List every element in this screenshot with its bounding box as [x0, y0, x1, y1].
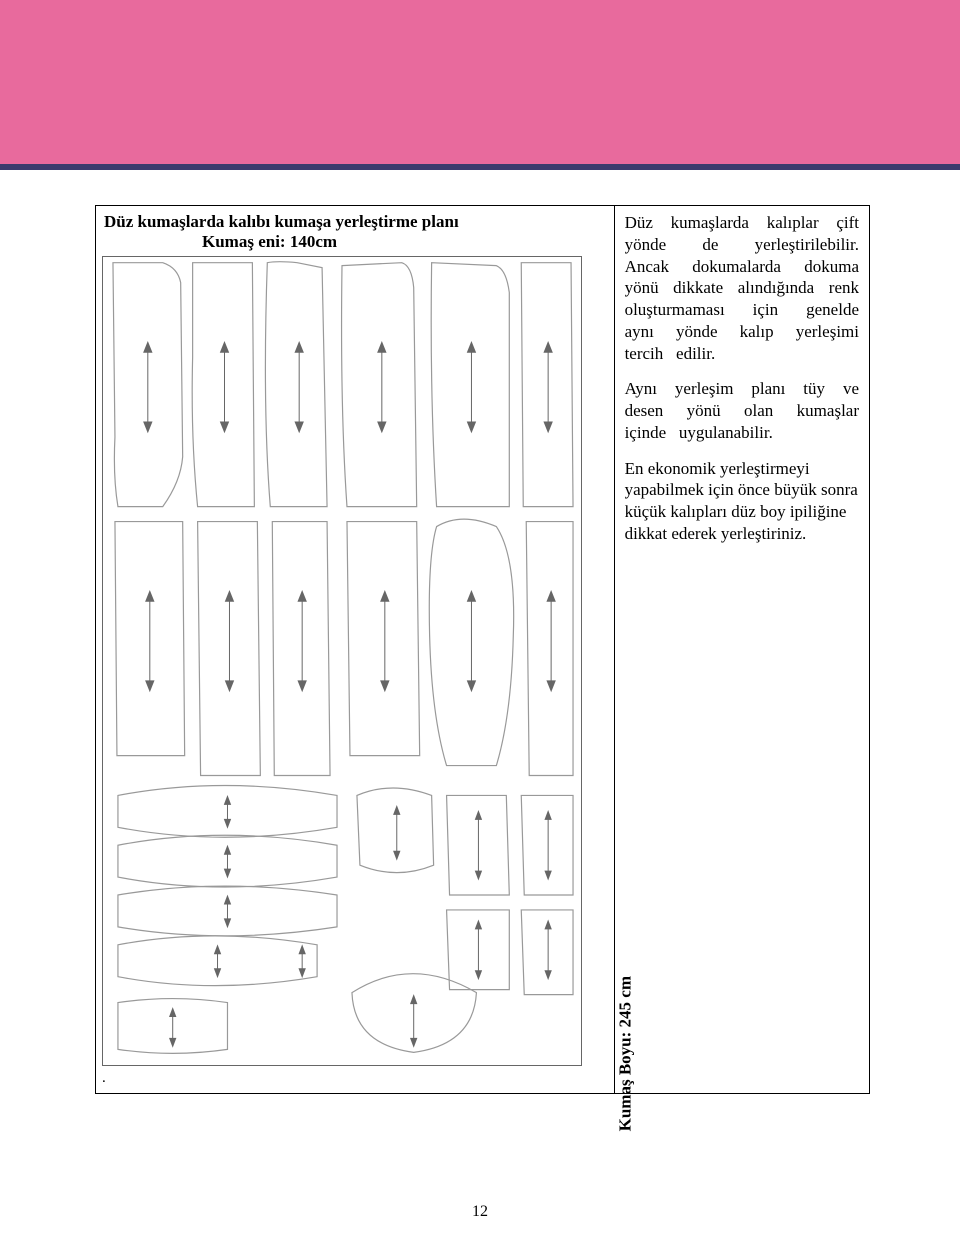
plan-title: Düz kumaşlarda kalıbı kumaşa yerleştirme…: [102, 212, 608, 232]
paragraph-1: Düz kumaşlarda kalıplar çift yönde de ye…: [625, 212, 859, 364]
diagram-wrap: Kumaş Boyu: 245 cm: [102, 256, 608, 1066]
left-column: Düz kumaşlarda kalıbı kumaşa yerleştirme…: [96, 206, 615, 1094]
header-banner: [0, 0, 960, 170]
paragraph-3: En ekonomik yerleştirmeyi yapabilmek içi…: [625, 458, 859, 545]
page-body: Düz kumaşlarda kalıbı kumaşa yerleştirme…: [0, 170, 960, 1094]
right-column: Düz kumaşlarda kalıplar çift yönde de ye…: [614, 206, 869, 1094]
trailing-dot: .: [102, 1070, 608, 1087]
page-number: 12: [0, 1203, 960, 1221]
fabric-length-label: Kumaş Boyu: 245 cm: [616, 976, 636, 1131]
plan-subtitle: Kumaş eni: 140cm: [102, 232, 608, 252]
layout-table: Düz kumaşlarda kalıbı kumaşa yerleştirme…: [95, 205, 870, 1094]
paragraph-2: Aynı yerleşim planı tüy ve desen yönü ol…: [625, 378, 859, 443]
pattern-layout-diagram: [102, 256, 582, 1066]
